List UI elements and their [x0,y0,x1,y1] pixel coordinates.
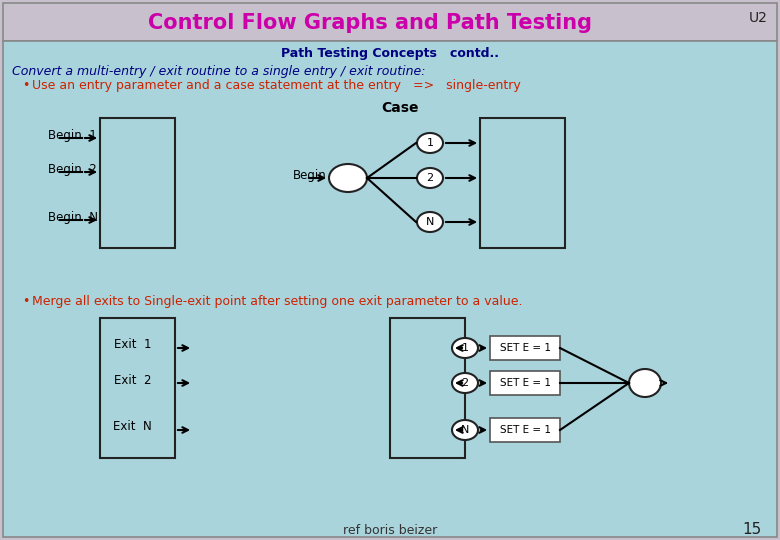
Ellipse shape [452,420,478,440]
Bar [100,118,175,248]
Text: Begin  1: Begin 1 [48,129,97,141]
Text: Convert a multi-entry / exit routine to a single entry / exit routine:: Convert a multi-entry / exit routine to … [12,65,426,78]
Text: 15: 15 [743,523,762,537]
Bar [3,3,777,41]
Text: Path Testing Concepts   contd..: Path Testing Concepts contd.. [281,46,499,59]
Text: SET E = 1: SET E = 1 [499,343,551,353]
Ellipse shape [329,164,367,192]
Ellipse shape [629,369,661,397]
Text: Begin: Begin [293,168,327,181]
Text: Begin  2: Begin 2 [48,163,97,176]
Text: Case: Case [381,101,419,115]
Text: Exit  1: Exit 1 [114,339,151,352]
Text: Begin  N: Begin N [48,211,98,224]
Text: U2: U2 [749,11,768,25]
Ellipse shape [452,373,478,393]
Bar [490,371,560,395]
Bar [100,318,175,458]
Bar [490,336,560,360]
Text: Use an entry parameter and a case statement at the entry   =>   single-entry: Use an entry parameter and a case statem… [32,79,521,92]
Ellipse shape [417,168,443,188]
Text: SET E = 1: SET E = 1 [499,378,551,388]
Text: N: N [426,217,434,227]
Text: 1: 1 [462,343,469,353]
Text: ref boris beizer: ref boris beizer [343,523,437,537]
Text: 1: 1 [427,138,434,148]
Text: 2: 2 [462,378,469,388]
Text: N: N [461,425,470,435]
Bar [480,118,565,248]
Text: Merge all exits to Single-exit point after setting one exit parameter to a value: Merge all exits to Single-exit point aft… [32,295,523,308]
Bar [490,418,560,442]
Text: Control Flow Graphs and Path Testing: Control Flow Graphs and Path Testing [148,13,592,33]
Text: SET E = 1: SET E = 1 [499,425,551,435]
Ellipse shape [417,212,443,232]
Ellipse shape [417,133,443,153]
Ellipse shape [452,338,478,358]
Text: 2: 2 [427,173,434,183]
Text: Exit  N: Exit N [113,421,152,434]
Text: Exit  2: Exit 2 [114,374,151,387]
Bar [390,318,465,458]
Text: •: • [22,79,30,92]
Text: •: • [22,295,30,308]
